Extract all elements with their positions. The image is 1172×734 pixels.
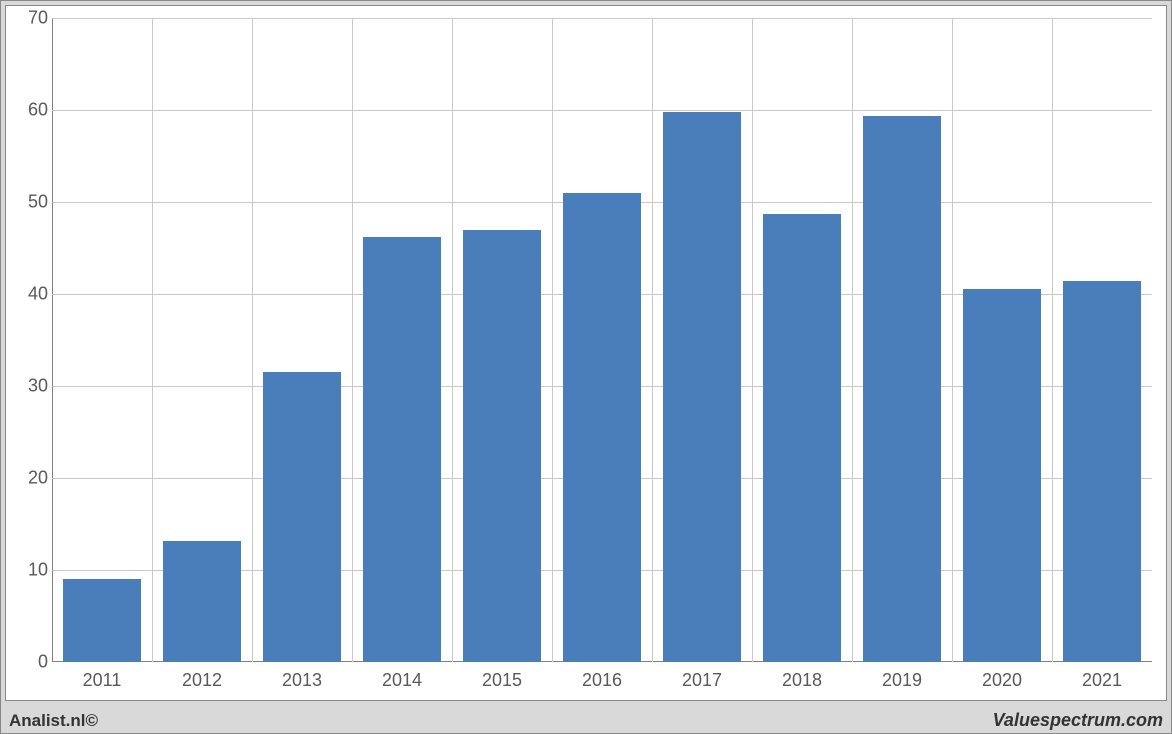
gridline-h	[52, 18, 1152, 19]
bar-2013	[263, 372, 341, 662]
bar-2011	[63, 579, 141, 662]
gridline-v	[1052, 18, 1053, 662]
gridline-v	[952, 18, 953, 662]
gridline-v	[652, 18, 653, 662]
bar-2014	[363, 237, 441, 662]
gridline-v	[452, 18, 453, 662]
chart-frame: 0 10 20 30 40 50 60 70 2011 2012 2013 2014 2015 2016…	[0, 0, 1172, 734]
x-tick-label: 2020	[982, 670, 1022, 691]
plot-area: 0 10 20 30 40 50 60 70 2011 2012 2013 2014 2015 2016…	[5, 5, 1167, 701]
x-tick-label: 2013	[282, 670, 322, 691]
footer: Analist.nl© Valuespectrum.com	[5, 707, 1167, 731]
x-tick-label: 2012	[182, 670, 222, 691]
gridline-v	[352, 18, 353, 662]
y-tick-label: 30	[14, 376, 48, 397]
bar-2016	[563, 193, 641, 662]
bar-2019	[863, 116, 941, 662]
y-tick-label: 20	[14, 468, 48, 489]
x-tick-label: 2014	[382, 670, 422, 691]
y-tick-label: 10	[14, 560, 48, 581]
footer-right-text: Valuespectrum.com	[993, 710, 1163, 731]
bar-2020	[963, 289, 1041, 662]
y-tick-label: 70	[14, 8, 48, 29]
gridline-v	[852, 18, 853, 662]
bar-2021	[1063, 281, 1141, 662]
y-tick-label: 40	[14, 284, 48, 305]
x-tick-label: 2011	[83, 670, 122, 691]
bar-2012	[163, 541, 241, 662]
gridline-v	[552, 18, 553, 662]
chart-inner	[52, 18, 1152, 662]
y-axis-line	[52, 18, 53, 662]
footer-left-text: Analist.nl©	[9, 711, 98, 731]
gridline-v	[152, 18, 153, 662]
y-tick-label: 50	[14, 192, 48, 213]
bar-2017	[663, 112, 741, 662]
x-tick-label: 2019	[882, 670, 922, 691]
x-tick-label: 2021	[1082, 670, 1122, 691]
x-tick-label: 2016	[582, 670, 622, 691]
y-tick-label: 60	[14, 100, 48, 121]
gridline-v	[252, 18, 253, 662]
x-tick-label: 2017	[682, 670, 722, 691]
gridline-h	[52, 110, 1152, 111]
x-tick-label: 2018	[782, 670, 822, 691]
bar-2015	[463, 230, 541, 662]
gridline-v	[752, 18, 753, 662]
y-tick-label: 0	[14, 652, 48, 673]
x-tick-label: 2015	[482, 670, 522, 691]
bar-2018	[763, 214, 841, 662]
